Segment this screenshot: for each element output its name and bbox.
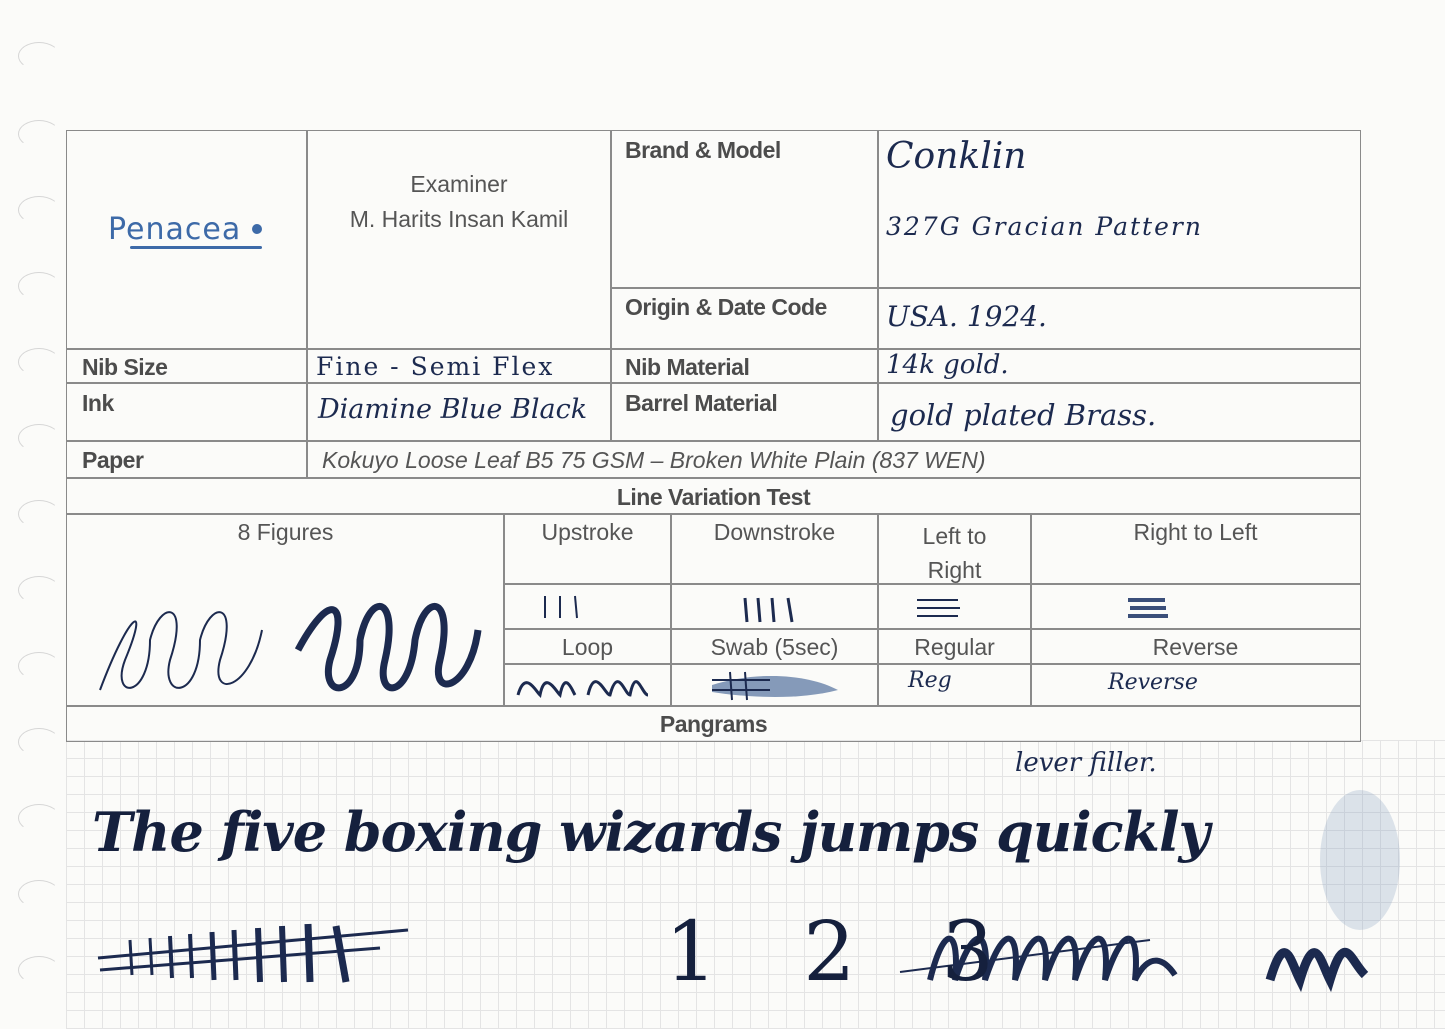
barrel-label: Barrel Material: [625, 390, 778, 416]
ink-label: Ink: [82, 390, 114, 416]
ltr-cell: [877, 513, 1032, 585]
reverse-sample: Reverse: [1108, 670, 1198, 695]
rtl-sample: [1128, 598, 1168, 618]
header-left-to-right: Left to Right: [922, 523, 987, 583]
model-value: 327G Gracian Pattern: [886, 212, 1203, 241]
binder-hole: [18, 728, 60, 756]
paper-value: Kokuyo Loose Leaf B5 75 GSM – Broken Whi…: [322, 447, 986, 473]
nib-size-label: Nib Size: [82, 354, 168, 380]
ink-label-cell: [66, 382, 308, 442]
numbers-sample: 1 2 3: [665, 905, 1024, 1000]
paper-label: Paper: [82, 447, 144, 473]
binder-hole: [18, 348, 60, 376]
pangrams-title-cell: [66, 705, 1361, 742]
nib-size-label-cell: [66, 348, 308, 384]
paper-value-cell: [306, 440, 1361, 479]
loops-large-sample: [899, 935, 1369, 993]
binder-hole: [18, 652, 60, 680]
nib-size-value: Fine - Semi Flex: [316, 352, 555, 381]
ink-value: Diamine Blue Black: [318, 394, 588, 425]
header-right-to-left: Right to Left: [1133, 519, 1258, 545]
loop-cell: [503, 628, 672, 665]
header-swab: Swab (5sec): [710, 634, 839, 660]
pangrams-title: Pangrams: [659, 711, 768, 737]
binder-hole: [18, 120, 60, 148]
nib-material-label-cell: [610, 348, 879, 384]
header-upstroke: Upstroke: [541, 519, 634, 545]
header-loop: Loop: [561, 634, 614, 660]
binder-hole: [18, 804, 60, 832]
binder-hole: [18, 576, 60, 604]
brand-value-cell: [877, 130, 1361, 289]
brand-label-cell: [610, 130, 879, 289]
ltr-sample: [917, 599, 960, 617]
downstroke-sample: [743, 597, 794, 623]
regular-cell: [877, 628, 1032, 665]
line-variation-title: Line Variation Test: [616, 484, 811, 510]
ltr-sample-cell: [877, 583, 1032, 630]
pangram-sentence: The five boxing wizards jumps quickly: [92, 800, 1210, 864]
rtl-cell: [1030, 513, 1361, 585]
examiner-cell: [306, 130, 612, 350]
grid-paper: [66, 740, 1445, 1029]
logo-cell: [66, 130, 308, 350]
upstroke-cell: [503, 513, 672, 585]
downstroke-sample-cell: [670, 583, 879, 630]
origin-label: Origin & Date Code: [625, 294, 827, 320]
regular-sample: Reg: [908, 668, 952, 693]
line-variation-title-cell: [66, 477, 1361, 515]
upstroke-sample: [544, 595, 578, 619]
loop-sample: [516, 680, 649, 699]
binder-hole: [18, 424, 60, 452]
brand-value: Conklin: [886, 136, 1027, 177]
binder-hole: [18, 500, 60, 528]
logo-dot: [252, 224, 262, 234]
barrel-label-cell: [610, 382, 879, 442]
upstroke-sample-cell: [503, 583, 672, 630]
brand-model-label: Brand & Model: [625, 137, 781, 163]
ink-smudge: [1320, 790, 1400, 930]
regular-sample-cell: [877, 663, 1032, 707]
binder-hole: [18, 42, 60, 70]
swab-cell: [670, 628, 879, 665]
loop-sample-cell: [503, 663, 672, 707]
examiner-label: Examiner: [410, 171, 508, 197]
header-regular: Regular: [914, 634, 995, 660]
nib-size-value-cell: [306, 348, 612, 384]
binder-hole: [18, 956, 60, 984]
barrel-value-cell: [877, 382, 1361, 442]
lever-filler-note: lever filler.: [1015, 748, 1157, 778]
nib-material-value: 14k gold.: [886, 350, 1009, 380]
binder-hole: [18, 272, 60, 300]
nib-material-label: Nib Material: [625, 354, 750, 380]
origin-label-cell: [610, 287, 879, 350]
header-downstroke: Downstroke: [713, 519, 836, 545]
swab-sample-cell: [670, 663, 879, 707]
paper-label-cell: [66, 440, 308, 479]
downstroke-cell: [670, 513, 879, 585]
binder-hole: [18, 196, 60, 224]
barrel-value: gold plated Brass.: [890, 398, 1157, 432]
figure-eight-samples: [99, 602, 482, 692]
nib-material-value-cell: [877, 348, 1361, 384]
binder-hole: [18, 880, 60, 908]
rtl-sample-cell: [1030, 583, 1361, 630]
header-8-figures: 8 Figures: [237, 519, 334, 545]
origin-value: USA. 1924.: [886, 300, 1047, 333]
tally-sample: [97, 923, 409, 983]
reverse-sample-cell: [1030, 663, 1361, 707]
figures-cell: [66, 513, 505, 707]
examiner-name: M. Harits Insan Kamil: [349, 206, 569, 232]
reverse-cell: [1030, 628, 1361, 665]
origin-value-cell: [877, 287, 1361, 350]
logo: Penacea: [108, 212, 242, 247]
ink-value-cell: [306, 382, 612, 442]
swab-sample: [712, 671, 838, 701]
logo-underline: [130, 246, 262, 249]
header-reverse: Reverse: [1152, 634, 1239, 660]
